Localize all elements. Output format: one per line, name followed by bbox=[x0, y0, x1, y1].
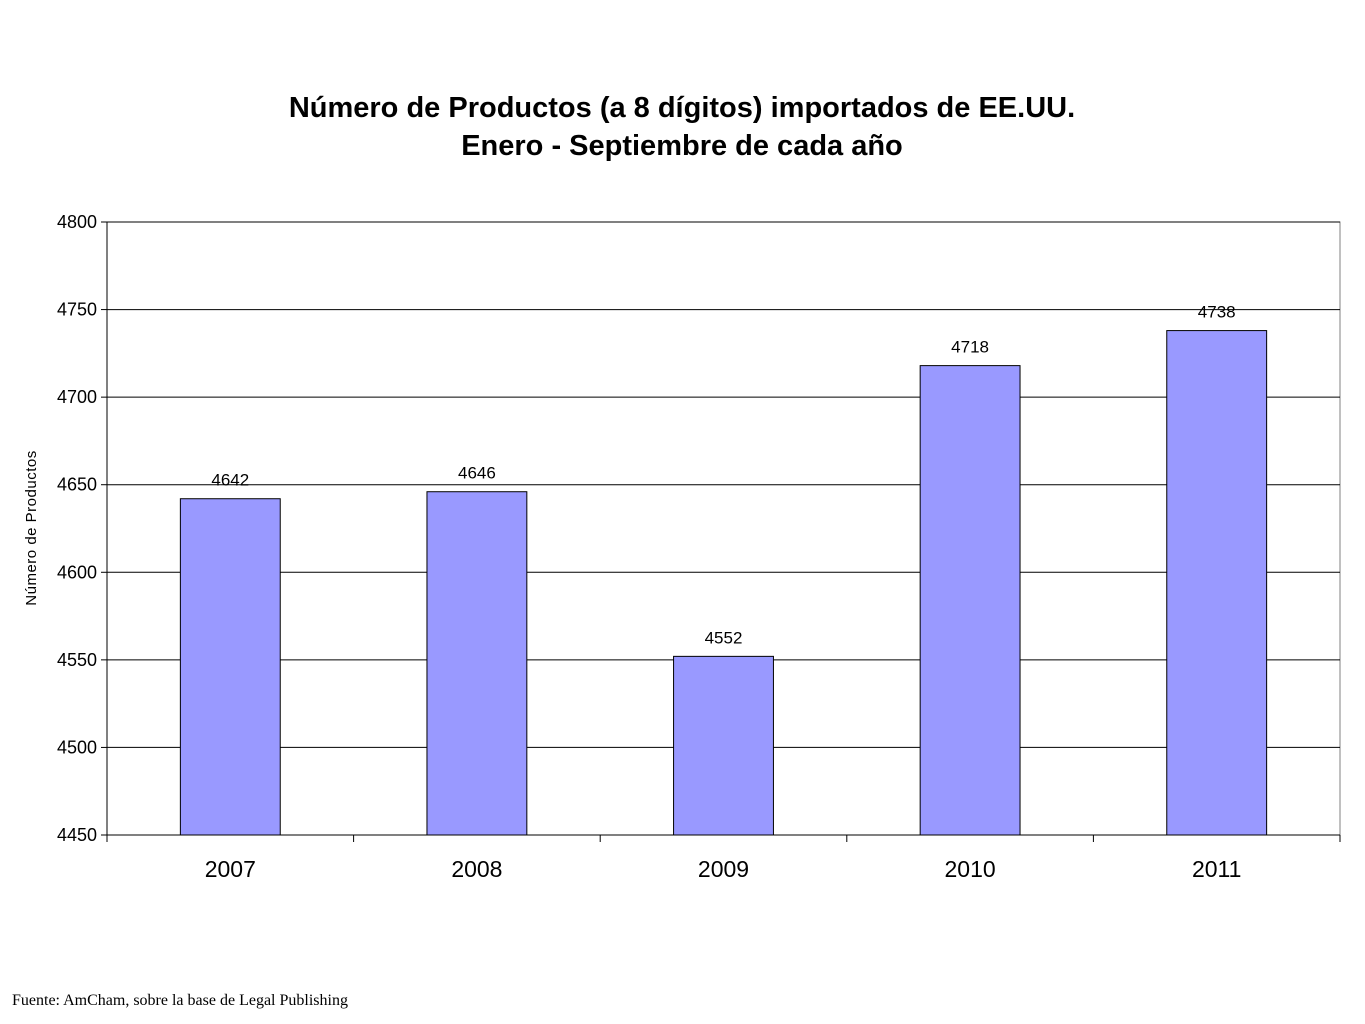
chart-title-line-2: Enero - Septiembre de cada año bbox=[461, 130, 903, 162]
bar-2007 bbox=[179, 498, 281, 836]
y-tick-label: 4600 bbox=[57, 562, 97, 582]
x-tick-label-2007: 2007 bbox=[205, 856, 256, 882]
data-label-2009: 4552 bbox=[705, 628, 743, 647]
x-tick-label-2009: 2009 bbox=[698, 856, 749, 882]
y-tick-labels: 4450 4500 4550 4600 4650 4700 4750 4800 bbox=[57, 212, 97, 845]
x-tick-labels: 2007 2008 2009 2010 2011 bbox=[205, 856, 1242, 882]
y-tick-label: 4650 bbox=[57, 475, 97, 495]
bar-2011 bbox=[1166, 330, 1268, 836]
data-label-2010: 4718 bbox=[951, 338, 989, 357]
y-tick-label: 4700 bbox=[57, 387, 97, 407]
bar-2008 bbox=[426, 491, 528, 836]
data-label-2011: 4738 bbox=[1198, 303, 1236, 322]
bars bbox=[179, 330, 1268, 836]
chart-title-line-1: Número de Productos (a 8 dígitos) import… bbox=[289, 92, 1075, 124]
source-note: Fuente: AmCham, sobre la base de Legal P… bbox=[12, 992, 348, 1009]
y-tick-label: 4800 bbox=[57, 212, 97, 232]
y-axis-label: Número de Productos bbox=[23, 450, 40, 605]
data-label-2007: 4642 bbox=[211, 471, 249, 490]
axes bbox=[101, 221, 1341, 842]
x-tick-label-2011: 2011 bbox=[1192, 856, 1241, 882]
bar-2010 bbox=[919, 365, 1021, 836]
x-tick-label-2008: 2008 bbox=[451, 856, 502, 882]
data-labels: 4642 4646 4552 4718 4738 bbox=[211, 303, 1235, 648]
y-tick-label: 4550 bbox=[57, 650, 97, 670]
data-label-2008: 4646 bbox=[458, 464, 496, 483]
y-tick-label: 4500 bbox=[57, 737, 97, 757]
y-tick-label: 4450 bbox=[57, 825, 97, 845]
bar-2009 bbox=[673, 655, 774, 836]
y-tick-label: 4750 bbox=[57, 300, 97, 320]
x-tick-label-2010: 2010 bbox=[945, 856, 996, 882]
